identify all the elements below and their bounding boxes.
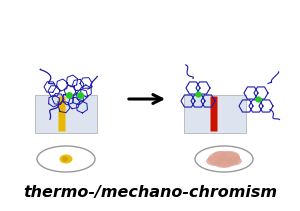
Text: thermo-/mechano-chromism: thermo-/mechano-chromism [23,185,277,200]
Ellipse shape [59,154,73,164]
Ellipse shape [214,158,234,168]
Bar [35,95,97,133]
Ellipse shape [206,156,224,166]
Ellipse shape [213,151,227,159]
Bar [184,95,246,133]
Ellipse shape [195,146,253,172]
Ellipse shape [226,157,242,165]
Ellipse shape [220,151,240,163]
FancyBboxPatch shape [211,96,218,131]
FancyBboxPatch shape [58,96,65,131]
Ellipse shape [37,146,95,172]
Ellipse shape [208,151,240,167]
Ellipse shape [62,157,68,161]
